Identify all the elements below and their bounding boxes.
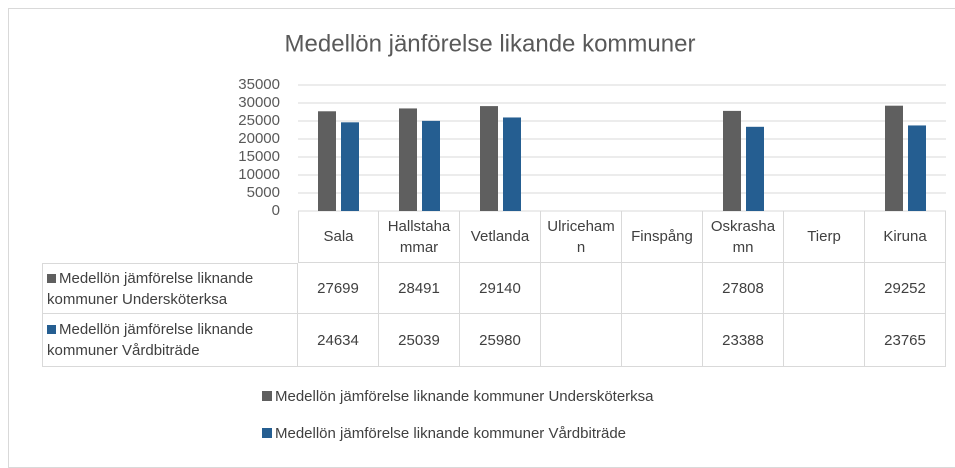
y-tick-label: 25000 xyxy=(238,112,280,129)
category-label: Tierp xyxy=(784,211,865,263)
table-value: 29252 xyxy=(865,263,946,314)
table-value: 23765 xyxy=(865,314,946,367)
category-label: Kiruna xyxy=(865,211,946,263)
legend-key xyxy=(47,325,56,334)
table-value: 29140 xyxy=(460,263,541,314)
y-tick-label: 35000 xyxy=(238,76,280,93)
bar xyxy=(399,108,417,211)
y-tick-label: 10000 xyxy=(238,166,280,183)
table-value xyxy=(541,314,622,367)
table-value: 27808 xyxy=(703,263,784,314)
table-value: 27699 xyxy=(298,263,379,314)
chart-title: Medellön jänförelse likande kommuner xyxy=(285,30,696,57)
category-label: Sala xyxy=(298,211,379,263)
y-tick-label: 5000 xyxy=(247,184,280,201)
chart-area: Medellön jänförelse likande kommuner 0 50… xyxy=(8,8,955,468)
bar xyxy=(885,105,903,211)
bar xyxy=(422,120,440,211)
table-value xyxy=(541,263,622,314)
legend-label: Medellön jämförelse liknande kommuner Vå… xyxy=(275,424,627,442)
category-label: Finspång xyxy=(622,211,703,263)
legend-entry: Medellön jämförelse liknande kommuner Vå… xyxy=(262,423,626,443)
table-value xyxy=(622,263,703,314)
legend-key xyxy=(47,273,56,283)
chart: Medellön jänförelse likande kommuner 050… xyxy=(238,30,946,219)
bar xyxy=(908,125,926,211)
table-value xyxy=(622,314,703,367)
table-value: 25980 xyxy=(460,314,541,367)
category-label: Hallstahammar xyxy=(379,211,460,263)
table-value xyxy=(784,263,865,314)
y-tick-label: 30000 xyxy=(238,94,280,111)
legend-label: Medellön jämförelse liknande kommuner Un… xyxy=(275,387,654,405)
table-series-label: Medellön jämförelse liknande kommuner Un… xyxy=(42,263,298,314)
table-value xyxy=(784,314,865,367)
table-value: 23388 xyxy=(703,314,784,367)
bar xyxy=(503,117,521,211)
y-tick-label: 20000 xyxy=(238,130,280,147)
category-label: Oskrashamn xyxy=(703,211,784,263)
bar xyxy=(723,110,741,211)
table-series-label: Medellön jämförelse liknande kommuner Vå… xyxy=(42,314,298,367)
table-series-text: Medellön jämförelse liknande kommuner Vå… xyxy=(47,321,254,359)
table-series-text: Medellön jämförelse liknande kommuner Un… xyxy=(47,269,254,308)
bar xyxy=(318,111,336,211)
y-tick-label: 15000 xyxy=(238,148,280,165)
table-value: 25039 xyxy=(379,314,460,367)
legend-entry: Medellön jämförelse liknande kommuner Un… xyxy=(262,386,654,406)
bar xyxy=(341,122,359,211)
legend-key xyxy=(262,428,272,438)
bar xyxy=(480,106,498,211)
table-value: 28491 xyxy=(379,263,460,314)
bar xyxy=(746,126,764,211)
category-label: Ulricehamn xyxy=(541,211,622,263)
legend-key xyxy=(262,391,272,401)
y-tick-label: 0 xyxy=(272,202,280,219)
table-value: 24634 xyxy=(298,314,379,367)
category-label: Vetlanda xyxy=(460,211,541,263)
